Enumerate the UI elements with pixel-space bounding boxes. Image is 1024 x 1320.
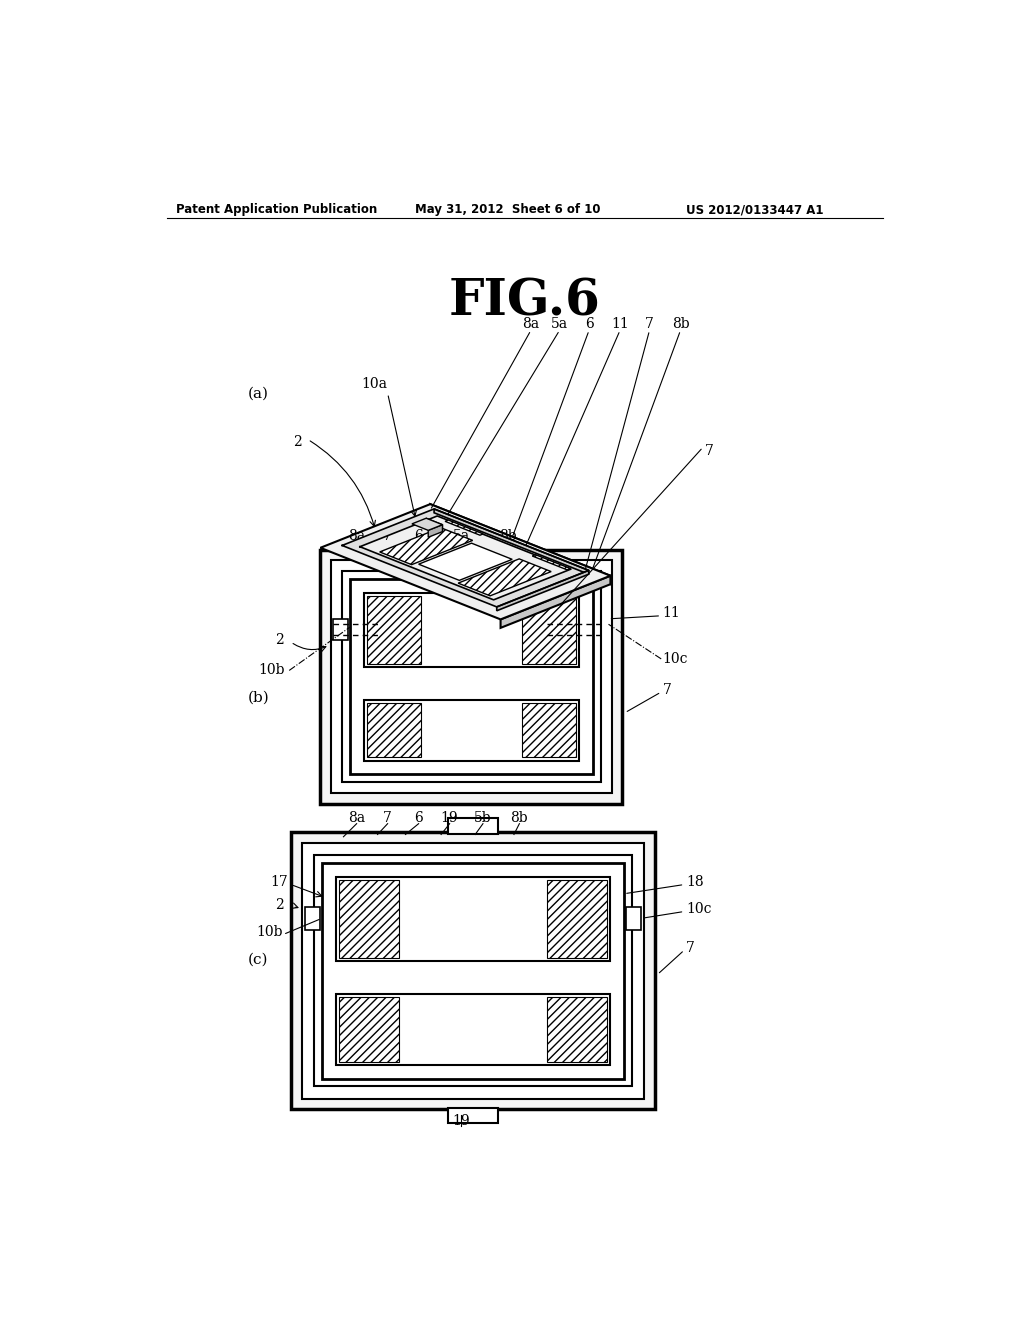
Text: 2: 2 xyxy=(274,632,284,647)
Text: 8a: 8a xyxy=(348,810,366,825)
Bar xyxy=(291,832,655,1109)
Bar xyxy=(364,593,579,667)
Text: (a): (a) xyxy=(248,387,269,400)
Bar xyxy=(547,997,607,1061)
Text: 6: 6 xyxy=(415,810,423,825)
Text: 18: 18 xyxy=(686,875,703,890)
Text: 8a: 8a xyxy=(348,529,366,543)
Polygon shape xyxy=(426,519,442,532)
Text: FIG.6: FIG.6 xyxy=(449,277,601,327)
Text: 8b: 8b xyxy=(511,810,528,825)
Text: 2: 2 xyxy=(293,434,301,449)
Polygon shape xyxy=(419,543,512,581)
Text: 19: 19 xyxy=(440,810,459,825)
Polygon shape xyxy=(445,520,483,535)
Bar xyxy=(367,595,421,664)
Text: 19: 19 xyxy=(453,1114,470,1127)
Bar xyxy=(367,702,421,758)
Bar xyxy=(339,880,399,958)
Polygon shape xyxy=(458,558,551,595)
Bar xyxy=(449,1107,499,1123)
Bar xyxy=(449,818,499,834)
Text: 7: 7 xyxy=(383,529,392,543)
Text: 10c: 10c xyxy=(686,902,712,916)
Text: Patent Application Publication: Patent Application Publication xyxy=(176,203,377,216)
Text: 6: 6 xyxy=(415,529,423,543)
Text: 17: 17 xyxy=(270,875,288,890)
Text: US 2012/0133447 A1: US 2012/0133447 A1 xyxy=(686,203,823,216)
Polygon shape xyxy=(321,504,610,619)
Text: 7: 7 xyxy=(383,810,392,825)
Bar xyxy=(547,880,607,958)
Polygon shape xyxy=(497,570,589,611)
Text: 7: 7 xyxy=(686,941,695,954)
Bar xyxy=(626,907,641,929)
Bar xyxy=(302,843,644,1098)
Text: 7: 7 xyxy=(705,444,714,458)
PathPatch shape xyxy=(342,510,589,607)
Bar xyxy=(522,702,575,758)
Bar xyxy=(342,572,601,781)
Text: 7: 7 xyxy=(663,682,672,697)
Text: 5a: 5a xyxy=(453,529,470,543)
Bar xyxy=(336,994,610,1065)
Bar xyxy=(321,549,623,804)
Text: 11: 11 xyxy=(611,317,629,331)
Bar xyxy=(333,619,348,640)
Polygon shape xyxy=(430,504,610,585)
Polygon shape xyxy=(532,554,570,570)
Text: 10b: 10b xyxy=(257,925,283,940)
Bar xyxy=(305,907,321,929)
Text: 8a: 8a xyxy=(522,317,540,331)
Text: 6: 6 xyxy=(585,317,594,331)
Polygon shape xyxy=(434,510,589,574)
Polygon shape xyxy=(380,528,473,565)
Text: 8b: 8b xyxy=(499,529,516,543)
Text: 7: 7 xyxy=(645,317,654,331)
Text: 5b: 5b xyxy=(474,810,492,825)
Bar xyxy=(331,561,611,793)
Text: May 31, 2012  Sheet 6 of 10: May 31, 2012 Sheet 6 of 10 xyxy=(415,203,600,216)
Text: (c): (c) xyxy=(248,952,268,966)
Polygon shape xyxy=(501,576,610,628)
Text: 2: 2 xyxy=(274,899,284,912)
Text: 10b: 10b xyxy=(258,664,285,677)
Text: 10a: 10a xyxy=(361,378,387,391)
Polygon shape xyxy=(412,519,442,531)
Bar xyxy=(322,863,624,1078)
Text: (b): (b) xyxy=(248,690,270,705)
Text: 11: 11 xyxy=(663,606,681,619)
Bar xyxy=(314,855,632,1086)
Bar xyxy=(364,700,579,760)
Bar xyxy=(336,876,610,961)
Polygon shape xyxy=(428,524,442,537)
Bar xyxy=(349,579,593,775)
Text: 5a: 5a xyxy=(551,317,568,331)
Bar xyxy=(522,595,575,664)
Text: 10c: 10c xyxy=(663,652,688,665)
Bar xyxy=(339,997,399,1061)
Text: 8b: 8b xyxy=(672,317,689,331)
